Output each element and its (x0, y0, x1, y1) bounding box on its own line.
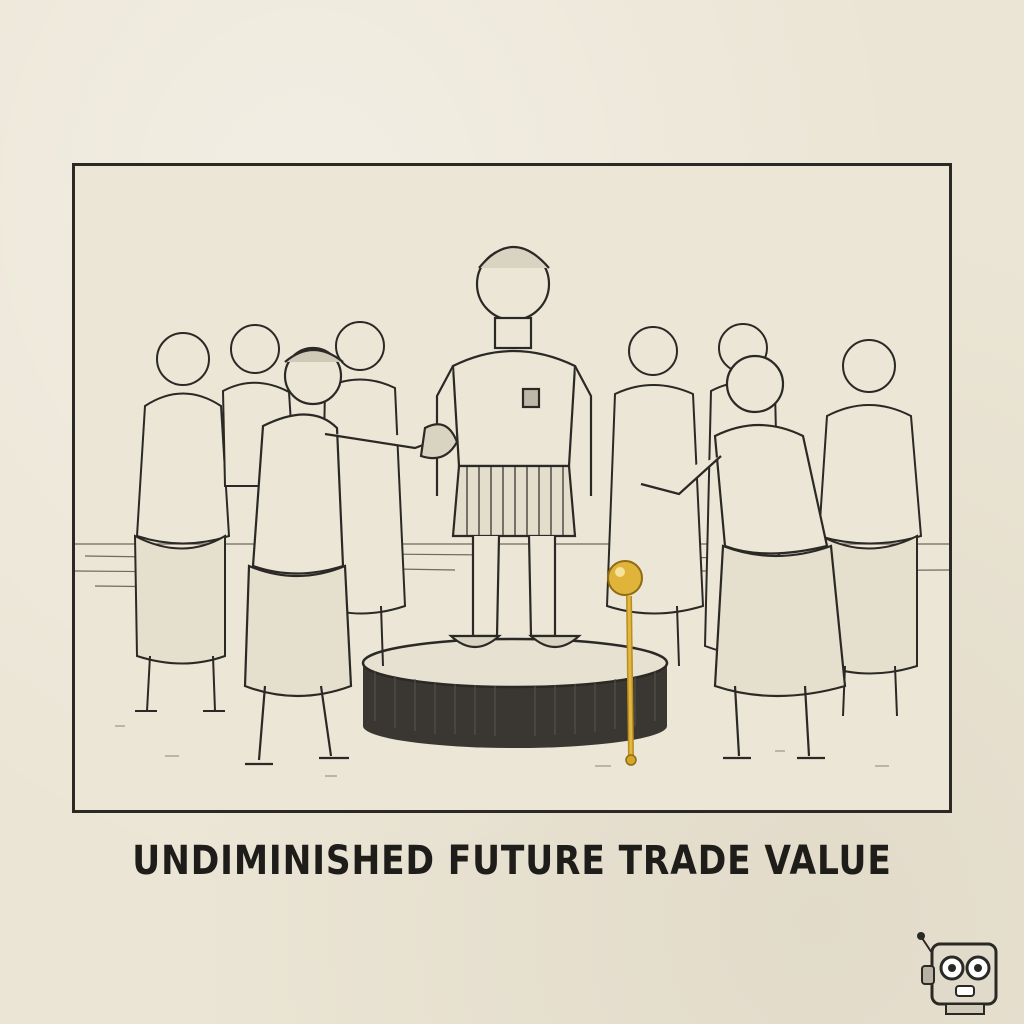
villager-front-left (243, 346, 459, 766)
golden-scepter (607, 560, 643, 766)
villager-back-right (605, 326, 705, 667)
armored-figure (435, 245, 593, 649)
robot-mascot-icon (917, 932, 998, 1015)
comic-panel (72, 163, 952, 813)
ground-marks (115, 725, 889, 777)
villager-back-left (133, 332, 231, 712)
villager-front-right (640, 354, 847, 760)
villager-far-right (817, 339, 923, 717)
pedestal (361, 637, 669, 748)
caption: UNDIMINISHED FUTURE TRADE VALUE (132, 838, 892, 884)
illustration (75, 245, 949, 777)
